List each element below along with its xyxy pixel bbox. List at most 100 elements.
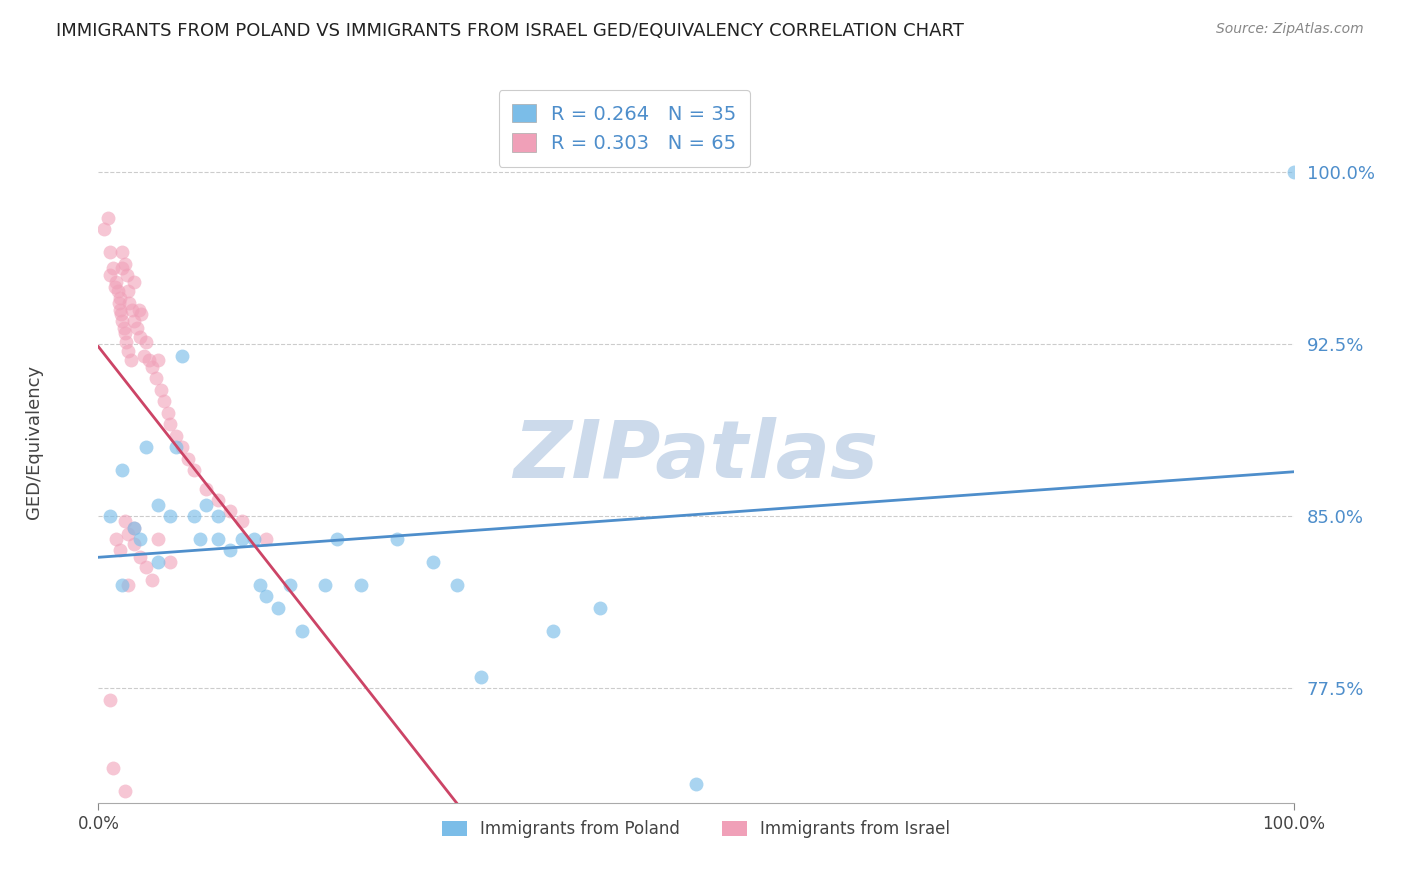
Point	[243, 532, 266, 546]
Point	[172, 349, 194, 363]
Text: ZIPatlas: ZIPatlas	[513, 417, 879, 495]
Point	[135, 334, 157, 349]
Point	[108, 291, 131, 305]
Point	[124, 520, 146, 534]
Point	[121, 302, 143, 317]
Point	[254, 590, 277, 604]
Point	[145, 371, 167, 385]
Point	[148, 498, 170, 512]
Point	[315, 578, 337, 592]
Point	[114, 257, 136, 271]
Point	[177, 451, 200, 466]
Point	[125, 321, 148, 335]
Point	[114, 326, 136, 340]
Point	[124, 520, 146, 534]
Point	[156, 406, 179, 420]
Point	[128, 302, 150, 317]
Point	[141, 574, 163, 588]
Point	[141, 359, 163, 374]
Point	[148, 532, 170, 546]
Point	[117, 578, 139, 592]
Point	[98, 245, 122, 260]
Point	[120, 353, 142, 368]
Point	[183, 509, 205, 524]
Point	[159, 509, 181, 524]
Point	[98, 692, 122, 706]
Point	[124, 275, 146, 289]
Point	[385, 532, 409, 546]
Point	[219, 543, 242, 558]
Point	[219, 504, 242, 518]
Point	[149, 383, 172, 397]
Point	[470, 670, 492, 684]
Point	[249, 578, 271, 592]
Point	[124, 314, 146, 328]
Point	[131, 307, 153, 321]
Point	[107, 295, 129, 310]
Point	[135, 559, 157, 574]
Point	[118, 295, 141, 310]
Point	[159, 417, 181, 432]
Point	[165, 440, 187, 454]
Point	[98, 268, 122, 283]
Point	[115, 334, 138, 349]
Point	[117, 285, 139, 299]
Point	[129, 330, 152, 344]
Point	[446, 578, 468, 592]
Point	[101, 761, 124, 775]
Point	[159, 555, 181, 569]
Point	[1282, 165, 1305, 179]
Point	[105, 275, 128, 289]
Point	[422, 555, 444, 569]
Point	[132, 349, 155, 363]
Point	[114, 784, 136, 798]
Point	[231, 514, 253, 528]
Point	[110, 307, 132, 321]
Point	[254, 532, 277, 546]
Point	[183, 463, 205, 477]
Point	[111, 463, 134, 477]
Point	[111, 245, 134, 260]
Legend: Immigrants from Poland, Immigrants from Israel: Immigrants from Poland, Immigrants from …	[436, 814, 956, 845]
Point	[148, 353, 170, 368]
Point	[231, 532, 253, 546]
Point	[97, 211, 120, 225]
Point	[129, 532, 152, 546]
Point	[124, 536, 146, 550]
Point	[148, 555, 170, 569]
Point	[153, 394, 176, 409]
Text: IMMIGRANTS FROM POLAND VS IMMIGRANTS FROM ISRAEL GED/EQUIVALENCY CORRELATION CHA: IMMIGRANTS FROM POLAND VS IMMIGRANTS FRO…	[56, 22, 965, 40]
Point	[115, 268, 138, 283]
Point	[278, 578, 301, 592]
Point	[541, 624, 564, 638]
Point	[291, 624, 314, 638]
Point	[117, 343, 139, 358]
Point	[101, 261, 124, 276]
Point	[129, 550, 152, 565]
Point	[350, 578, 373, 592]
Point	[117, 527, 139, 541]
Point	[195, 482, 218, 496]
Point	[114, 514, 136, 528]
Y-axis label: GED/Equivalency: GED/Equivalency	[25, 365, 42, 518]
Point	[111, 578, 134, 592]
Point	[207, 493, 229, 508]
Point	[207, 532, 229, 546]
Point	[98, 509, 122, 524]
Point	[93, 222, 115, 236]
Point	[111, 261, 134, 276]
Point	[108, 302, 131, 317]
Point	[326, 532, 349, 546]
Point	[195, 498, 218, 512]
Point	[267, 600, 290, 615]
Point	[207, 509, 229, 524]
Point	[165, 429, 187, 443]
Point	[107, 285, 129, 299]
Point	[685, 777, 707, 791]
Point	[111, 314, 134, 328]
Point	[104, 279, 127, 293]
Point	[108, 543, 131, 558]
Point	[105, 532, 128, 546]
Point	[138, 353, 160, 368]
Point	[188, 532, 211, 546]
